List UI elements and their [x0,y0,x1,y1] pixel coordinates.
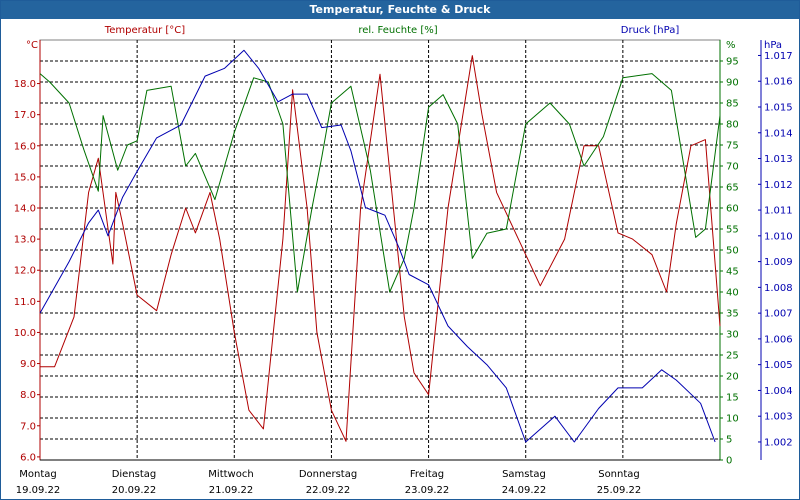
temperature-axis-title: Temperatur [°C] [104,25,185,36]
temperature-unit-label: °C [26,40,38,51]
humidity-tick-label: 10 [726,414,739,425]
pressure-tick-label: 1.011 [764,206,793,217]
x-tick-date-label: 23.09.22 [405,485,450,496]
temperature-tick-label: 8.0 [20,390,36,401]
pressure-tick-label: 1.010 [764,231,793,242]
x-tick-day-label: Dienstag [112,469,157,480]
pressure-tick-label: 1.017 [764,51,793,62]
x-tick-date-label: 24.09.22 [502,485,547,496]
humidity-tick-label: 5 [726,435,732,446]
temperature-tick-label: 13.0 [14,235,36,246]
humidity-unit-label: % [726,40,736,51]
window-title: Temperatur, Feuchte & Druck [1,1,799,19]
humidity-tick-label: 45 [726,267,739,278]
pressure-tick-label: 1.012 [764,180,793,191]
temperature-tick-label: 6.0 [20,452,36,463]
pressure-tick-label: 1.006 [764,334,793,345]
pressure-tick-label: 1.002 [764,437,793,448]
x-tick-day-label: Montag [19,469,56,480]
pressure-tick-label: 1.004 [764,386,793,397]
pressure-tick-label: 1.016 [764,77,793,88]
x-tick-date-label: 19.09.22 [16,485,61,496]
pressure-unit-label: hPa [764,40,782,51]
temperature-tick-label: 16.0 [14,141,36,152]
humidity-tick-label: 35 [726,309,739,320]
humidity-tick-label: 30 [726,330,739,341]
temperature-tick-label: 12.0 [14,266,36,277]
x-tick-date-label: 20.09.22 [112,485,157,496]
pressure-tick-label: 1.013 [764,154,793,165]
x-tick-day-label: Samstag [502,469,546,480]
humidity-tick-label: 80 [726,120,739,131]
humidity-tick-label: 90 [726,78,739,89]
humidity-tick-label: 85 [726,99,739,110]
x-tick-day-label: Freitag [410,469,444,480]
chart-series [39,49,721,443]
pressure-tick-label: 1.003 [764,412,793,423]
temperature-tick-label: 15.0 [14,172,36,183]
pressure-tick-label: 1.005 [764,360,793,371]
series-line-humidity [39,73,721,293]
x-tick-date-label: 21.09.22 [209,485,254,496]
temperature-tick-label: 17.0 [14,110,36,121]
pressure-tick-label: 1.015 [764,102,793,113]
temperature-tick-label: 14.0 [14,204,36,215]
x-tick-date-label: 25.09.22 [597,485,642,496]
humidity-tick-label: 25 [726,351,739,362]
temperature-tick-label: 18.0 [14,79,36,90]
humidity-tick-label: 15 [726,393,739,404]
x-tick-date-label: 22.09.22 [306,485,351,496]
humidity-tick-label: 55 [726,225,739,236]
series-line-temperature [40,55,721,442]
temperature-tick-label: 10.0 [14,328,36,339]
temperature-tick-label: 9.0 [20,359,36,370]
humidity-axis-title: rel. Feuchte [%] [358,25,437,36]
humidity-tick-label: 95 [726,57,739,68]
temperature-tick-label: 7.0 [20,421,36,432]
pressure-tick-label: 1.008 [764,283,793,294]
pressure-tick-label: 1.014 [764,128,793,139]
chart-axes [37,40,762,461]
humidity-tick-label: 0 [726,456,732,467]
x-tick-day-label: Mittwoch [208,469,253,480]
humidity-tick-label: 65 [726,183,739,194]
x-tick-day-label: Sonntag [598,469,640,480]
x-tick-day-label: Donnerstag [299,469,357,480]
pressure-axis-title: Druck [hPa] [621,25,680,36]
pressure-tick-label: 1.007 [764,309,793,320]
pressure-tick-label: 1.009 [764,257,793,268]
humidity-tick-label: 60 [726,204,739,215]
temperature-tick-label: 11.0 [14,297,36,308]
series-line-pressure [39,49,716,443]
humidity-tick-label: 50 [726,246,739,257]
humidity-tick-label: 70 [726,162,739,173]
humidity-tick-label: 75 [726,141,739,152]
humidity-tick-label: 40 [726,288,739,299]
chart-labels: 6.0 7.0 8.0 9.0 10.0 11.0 12.0 13.0 14.0 15.0 16.0… [14,25,793,496]
chart-grid [39,39,721,461]
humidity-tick-label: 20 [726,372,739,383]
